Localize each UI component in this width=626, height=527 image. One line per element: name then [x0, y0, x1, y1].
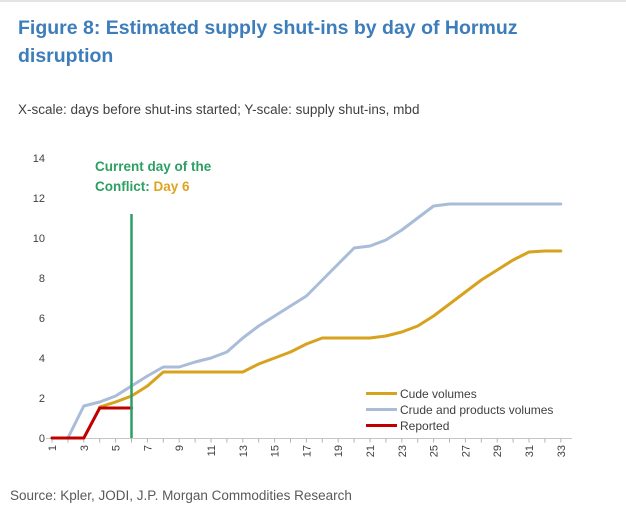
legend-item-reported: Reported	[366, 418, 553, 433]
x-tick-label: 21	[365, 445, 377, 457]
x-tick-label: 25	[429, 445, 441, 457]
x-tick-label: 13	[238, 445, 250, 457]
legend-label: Cude volumes	[400, 386, 477, 401]
x-tick-label: 33	[556, 445, 568, 457]
figure-title: Figure 8: Estimated supply shut-ins by d…	[18, 17, 518, 67]
figure-subtitle: X-scale: days before shut-ins started; Y…	[18, 102, 420, 117]
legend-label: Crude and products volumes	[400, 402, 554, 417]
y-tick-label: 4	[39, 353, 45, 365]
y-tick-label: 2	[39, 393, 45, 405]
y-tick-label: 6	[39, 313, 45, 325]
series-line-reported	[50, 406, 133, 440]
x-tick-label: 19	[333, 445, 345, 457]
series-line-cude-volumes	[98, 249, 563, 409]
x-tick-label: 15	[270, 445, 282, 457]
chart-area: 1 3 5 7 9 11 13 15 17 19 21 23 25 27 29 31 33 0 2 4 6 8 10 12 14…	[0, 132, 626, 477]
x-tick-label: 31	[524, 445, 536, 457]
x-tick-label: 5	[111, 445, 123, 451]
legend-swatch-gold	[366, 392, 397, 395]
x-tick-label: 9	[174, 445, 186, 451]
x-tick-label: 11	[206, 445, 218, 456]
x-tick-label: 27	[460, 445, 472, 457]
legend-item-crude-volumes: Cude volumes	[366, 386, 553, 401]
current-day-annotation: Current day of the Conflict: Day 6	[95, 157, 211, 197]
y-tick-label: 14	[33, 153, 45, 165]
chart-legend: Cude volumes Crude and products volumes …	[366, 386, 554, 433]
legend-label: Reported	[400, 418, 450, 433]
legend-swatch-red	[366, 424, 397, 427]
x-tick-label: 3	[79, 445, 91, 451]
x-tick-label: 1	[47, 445, 59, 451]
x-tick-label: 7	[142, 445, 154, 451]
y-tick-label: 8	[39, 273, 45, 285]
legend-swatch-blue	[366, 408, 397, 411]
y-tick-label: 10	[33, 233, 45, 245]
x-tick-label: 17	[301, 445, 313, 457]
x-tick-label: 23	[397, 445, 409, 457]
legend-item-crude-and-products: Crude and products volumes	[366, 402, 554, 417]
annotation-line2-prefix: Conflict:	[95, 179, 154, 194]
y-tick-label: 12	[33, 193, 45, 205]
annotation-day-highlight: Day 6	[153, 179, 190, 194]
source-note: Source: Kpler, JODI, J.P. Morgan Commodi…	[10, 488, 352, 503]
x-tick-label: 29	[492, 445, 504, 457]
annotation-line1: Current day of the	[95, 159, 212, 174]
y-tick-label: 0	[39, 433, 45, 445]
series-line-crude-and-products-volumes	[50, 202, 563, 440]
